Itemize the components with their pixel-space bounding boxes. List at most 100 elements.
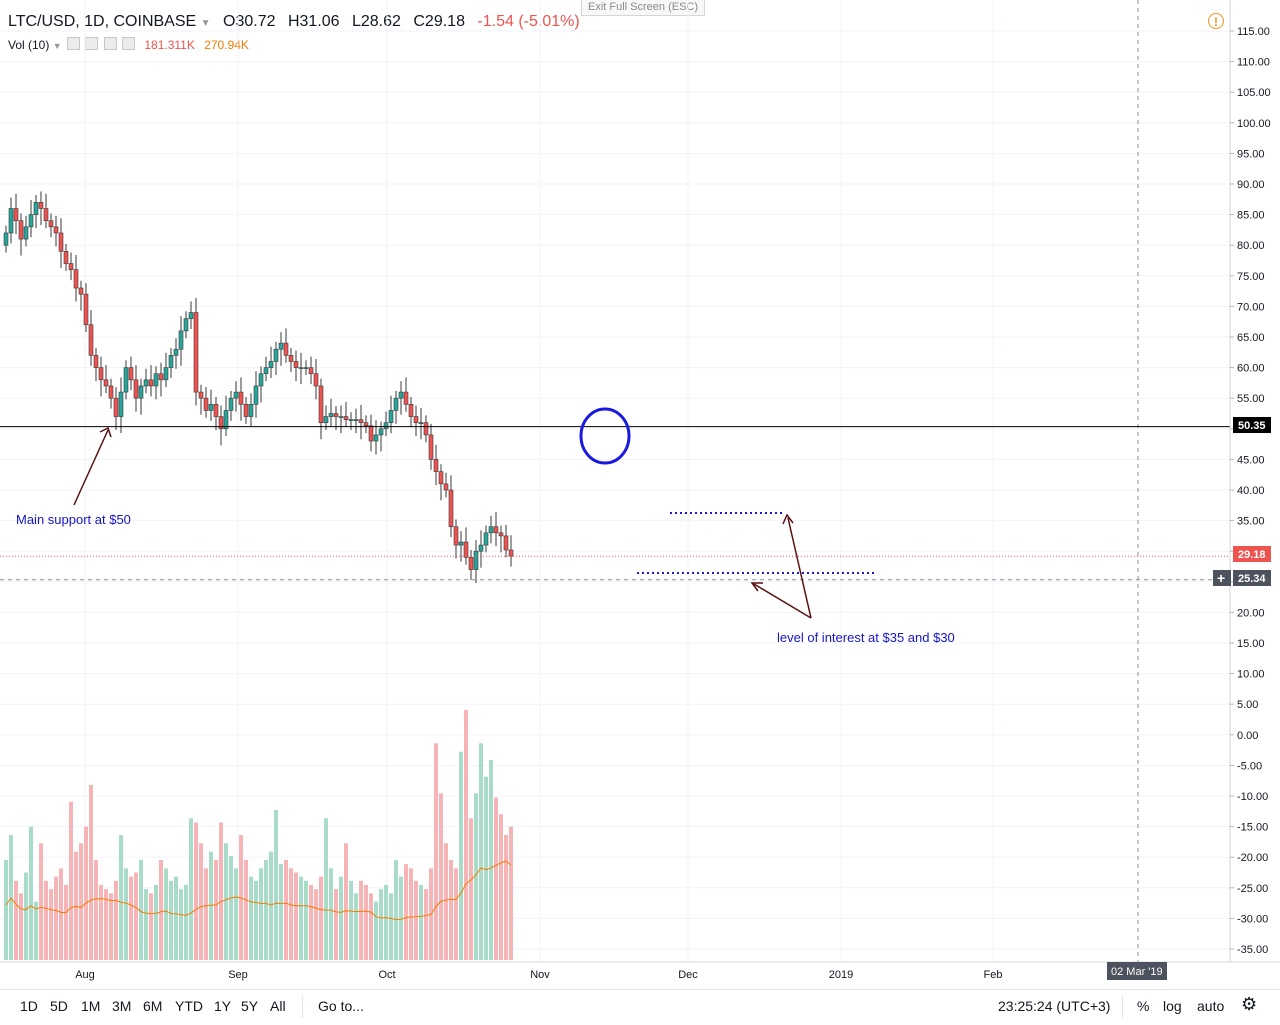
alert-icon[interactable]: ! <box>1208 13 1224 29</box>
percent-toggle[interactable]: % <box>1137 998 1150 1014</box>
volume-bar <box>54 876 58 960</box>
support-price-label: 50.35 <box>1238 420 1266 432</box>
volume-bar <box>319 876 323 960</box>
volume-bar <box>504 835 508 960</box>
candle-body <box>263 367 269 375</box>
volume-bar <box>184 885 188 960</box>
range-all[interactable]: All <box>270 998 286 1014</box>
volume-bar <box>189 818 193 960</box>
volume-bar <box>224 843 228 960</box>
volume-bar <box>169 880 173 960</box>
crosshair-price-tag <box>1233 570 1271 586</box>
range-6m[interactable]: 6M <box>143 998 163 1014</box>
volume-bar <box>19 893 23 960</box>
volume-bar <box>409 868 413 960</box>
volume-bar <box>274 810 278 960</box>
candle-body <box>73 269 79 289</box>
volume-bar <box>119 835 123 960</box>
candle-body <box>443 483 449 491</box>
candle-body <box>403 391 409 405</box>
volume-bar <box>24 872 28 960</box>
goto-button[interactable]: Go to... <box>318 998 364 1014</box>
volume-bar <box>459 751 463 960</box>
toolbar-divider <box>1122 996 1123 1018</box>
crosshair-date-tag <box>1107 962 1167 980</box>
candle-body <box>188 312 194 319</box>
volume-bar <box>204 868 208 960</box>
candle-body <box>288 355 294 362</box>
symbol-dropdown-icon[interactable]: ▼ <box>200 18 211 29</box>
candle-body <box>178 330 184 350</box>
candle-body <box>53 226 59 234</box>
candle-body <box>393 397 399 411</box>
candle-body <box>83 293 89 326</box>
price-chart[interactable]: Main support at $50 level of interest at… <box>0 0 1280 989</box>
range-5y[interactable]: 5Y <box>241 998 259 1014</box>
volume-bar <box>334 889 338 960</box>
range-ytd[interactable]: YTD <box>175 998 203 1014</box>
interest-annotation: level of interest at $35 and $30 <box>777 630 955 645</box>
price-tick-label: -5.00 <box>1237 760 1262 772</box>
volume-bar <box>489 760 493 960</box>
close-icon[interactable] <box>103 37 117 50</box>
low-value: L28.62 <box>351 13 401 30</box>
chart-drawings: Main support at $50 level of interest at… <box>16 407 955 645</box>
volume-legend: Vol (10) ▼ 181.311K 270.94K <box>8 37 249 52</box>
exit-fullscreen-button[interactable]: Exit Full Screen (ESC) <box>581 0 705 16</box>
price-tick-label: -15.00 <box>1237 822 1268 834</box>
volume-bar <box>304 880 308 960</box>
auto-toggle[interactable]: auto <box>1197 998 1225 1014</box>
log-toggle[interactable]: log <box>1163 998 1182 1014</box>
candle-body <box>78 287 84 295</box>
range-5d[interactable]: 5D <box>50 998 68 1014</box>
toolbar-divider <box>302 996 303 1018</box>
volume-dropdown-icon[interactable]: ▼ <box>52 41 62 51</box>
support-price-tag <box>1233 417 1271 433</box>
volume-bar <box>349 880 353 960</box>
settings-icon[interactable] <box>85 37 99 50</box>
candle-body <box>128 367 134 381</box>
volume-bar <box>44 880 48 960</box>
price-axis: 115.00 110.00 105.00 100.00 95.00 90.00 85.00 8… <box>0 0 1280 963</box>
symbol-title[interactable]: LTC/USD, 1D, COINBASE <box>8 13 197 30</box>
volume-bar <box>124 868 128 960</box>
range-1d[interactable]: 1D <box>20 998 38 1014</box>
candle-body <box>453 526 459 546</box>
volume-bar <box>484 776 488 960</box>
gear-icon[interactable]: ⚙ <box>1241 994 1258 1014</box>
range-3m[interactable]: 3M <box>112 998 132 1014</box>
price-tick-label: 100.00 <box>1237 118 1271 130</box>
volume-bar <box>99 885 103 960</box>
candle-body <box>363 422 369 427</box>
candle-body <box>63 251 69 264</box>
candle-body <box>328 413 334 417</box>
interest-arrow-down-head <box>750 582 763 592</box>
interest-arrow-up <box>787 517 812 619</box>
volume-bar <box>209 851 213 960</box>
volume-bar <box>194 822 198 960</box>
volume-bar <box>74 851 78 960</box>
candle-body <box>193 312 199 393</box>
candle-body <box>148 379 154 387</box>
volume-bar <box>244 860 248 960</box>
volume-bar <box>309 885 313 960</box>
range-1m[interactable]: 1M <box>81 998 101 1014</box>
candle-body <box>358 419 364 423</box>
volume-bar <box>399 876 403 960</box>
more-icon[interactable] <box>122 37 135 50</box>
clock-display[interactable]: 23:25:24 (UTC+3) <box>998 998 1111 1014</box>
volume-bar <box>479 743 483 960</box>
price-tags: 50.35 29.18 25.34 + 02 Mar '19 <box>1107 417 1271 980</box>
volume-bar <box>449 860 453 960</box>
range-1y[interactable]: 1Y <box>214 998 232 1014</box>
volume-label[interactable]: Vol (10) <box>8 38 50 52</box>
eye-icon[interactable] <box>66 37 80 50</box>
price-tick-label: 15.00 <box>1237 638 1265 650</box>
volume-value: 181.311K <box>144 38 195 52</box>
volume-bar <box>464 710 468 960</box>
candle-body <box>123 367 129 393</box>
price-tick-label: 115.00 <box>1237 26 1270 38</box>
candle-body <box>103 379 109 387</box>
support-annotation: Main support at $50 <box>16 512 131 527</box>
candle-body <box>253 385 259 405</box>
